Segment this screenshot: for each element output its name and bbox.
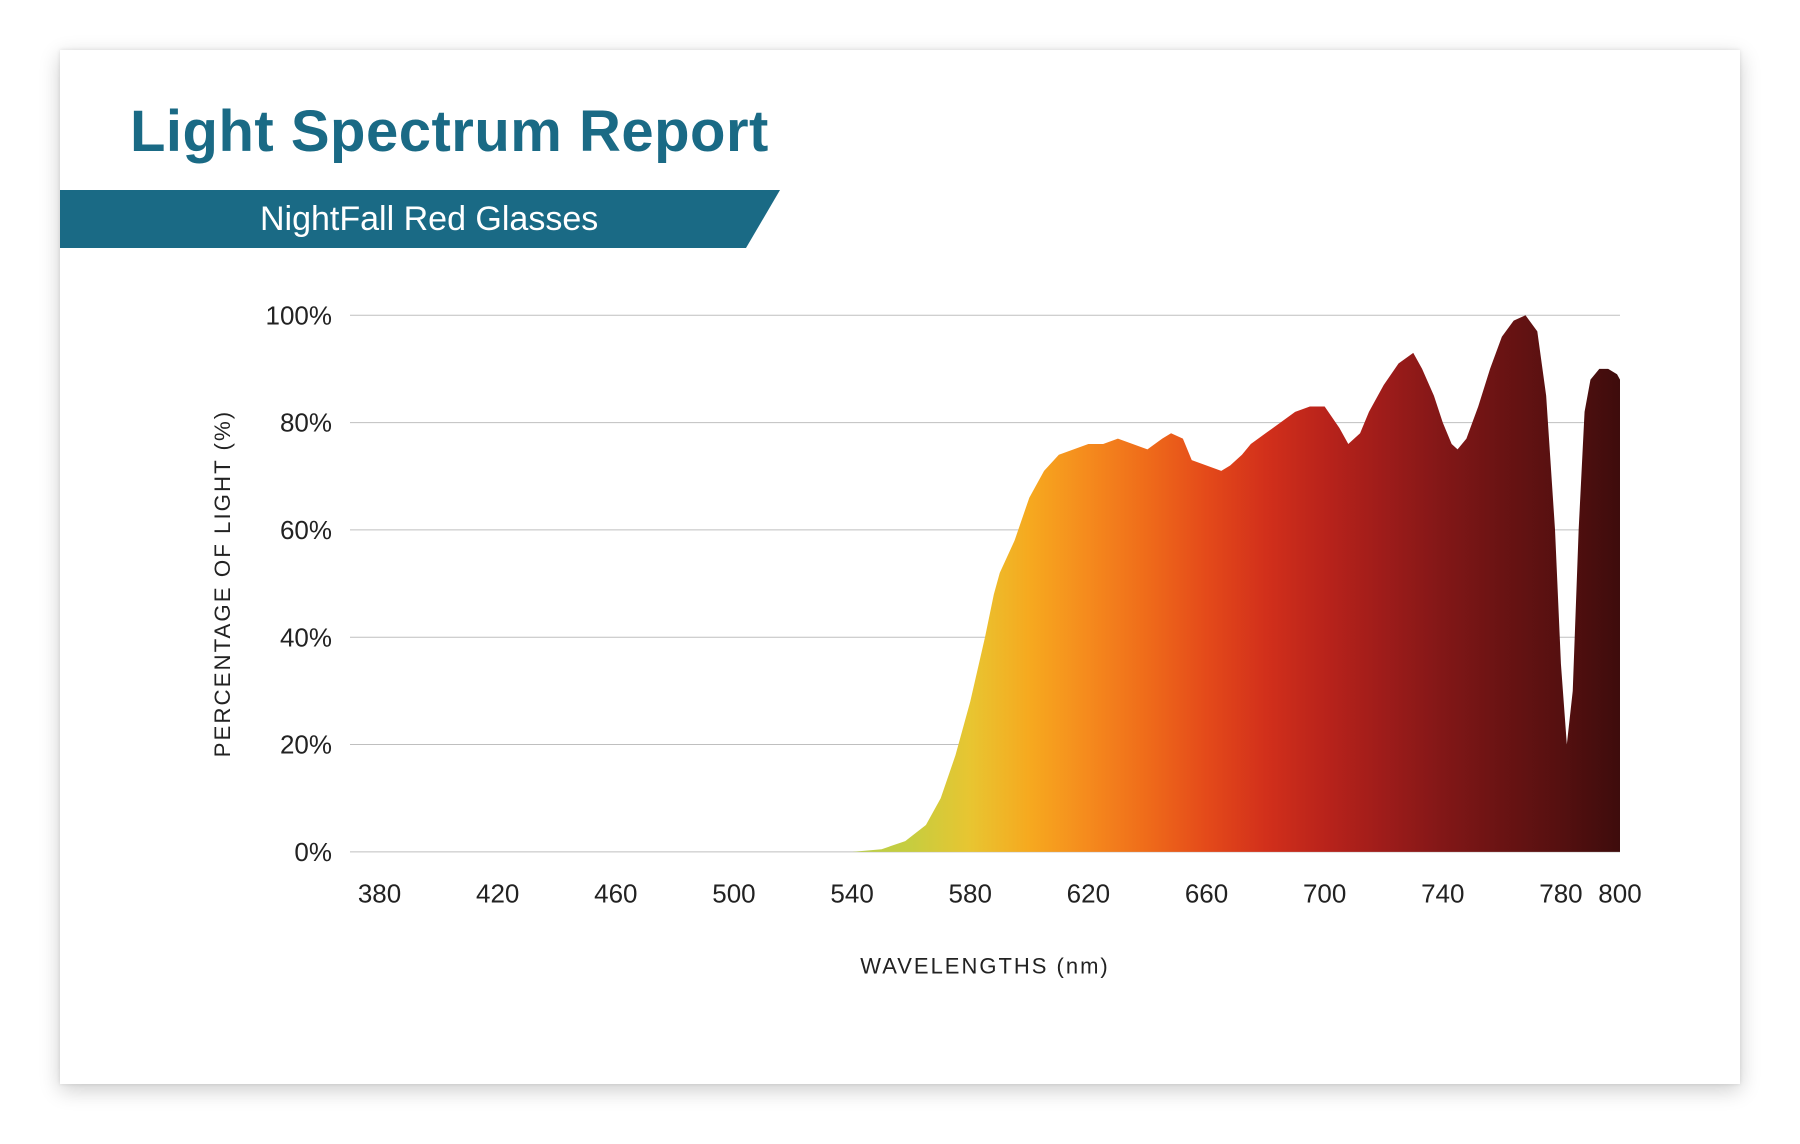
y-tick-label: 80% — [280, 408, 332, 438]
y-tick-label: 60% — [280, 515, 332, 545]
spectrum-chart: 0% 20% 40% 60% 80% 100% 380 420 460 500 540 580 620 6… — [180, 295, 1660, 1024]
spectrum-chart-svg: 0% 20% 40% 60% 80% 100% 380 420 460 500 540 580 620 6… — [180, 295, 1660, 1024]
x-tick-label: 740 — [1421, 878, 1464, 908]
x-tick-label: 660 — [1185, 878, 1228, 908]
x-tick-label: 460 — [594, 878, 637, 908]
y-tick-label: 40% — [280, 622, 332, 652]
x-tick-label: 800 — [1598, 878, 1641, 908]
report-card: Light Spectrum Report NightFall Red Glas… — [60, 50, 1740, 1084]
x-tick-label: 700 — [1303, 878, 1346, 908]
subtitle-bar: NightFall Red Glasses — [60, 190, 780, 248]
x-tick-label: 500 — [712, 878, 755, 908]
x-tick-label: 580 — [949, 878, 992, 908]
y-tick-label: 100% — [266, 300, 332, 330]
subtitle-text: NightFall Red Glasses — [260, 200, 598, 239]
y-tick-label: 0% — [294, 837, 332, 867]
spectrum-area — [350, 315, 1620, 852]
y-axis-label: PERCENTAGE OF LIGHT (%) — [210, 410, 235, 758]
x-tick-label: 540 — [830, 878, 873, 908]
report-title: Light Spectrum Report — [130, 98, 769, 165]
x-tick-label: 780 — [1539, 878, 1582, 908]
x-tick-label: 420 — [476, 878, 519, 908]
x-axis-label: WAVELENGTHS (nm) — [860, 953, 1109, 978]
x-tick-label: 380 — [358, 878, 401, 908]
y-tick-label: 20% — [280, 730, 332, 760]
x-tick-label: 620 — [1067, 878, 1110, 908]
